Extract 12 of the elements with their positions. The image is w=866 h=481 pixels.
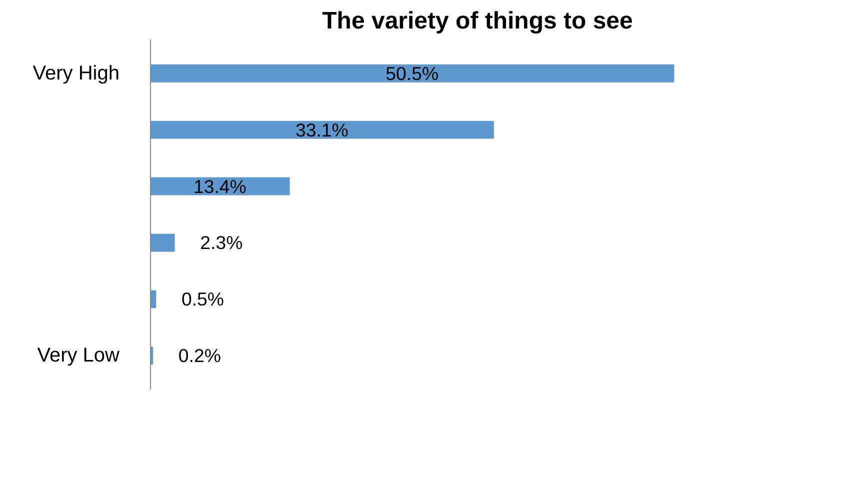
data-label: 0.5% [182,288,224,310]
data-label: 2.3% [200,232,243,254]
data-label: 33.1% [296,119,348,140]
data-label: 13.4% [193,176,246,197]
chart-title: The variety of things to see [322,8,633,34]
data-label: 0.2% [178,345,221,366]
y-tick-label: Very Low [37,344,120,367]
data-label: 50.5% [386,62,439,84]
bar [150,64,674,82]
y-tick-label: Very High [32,62,120,84]
bar [150,120,494,139]
bar [150,234,175,252]
